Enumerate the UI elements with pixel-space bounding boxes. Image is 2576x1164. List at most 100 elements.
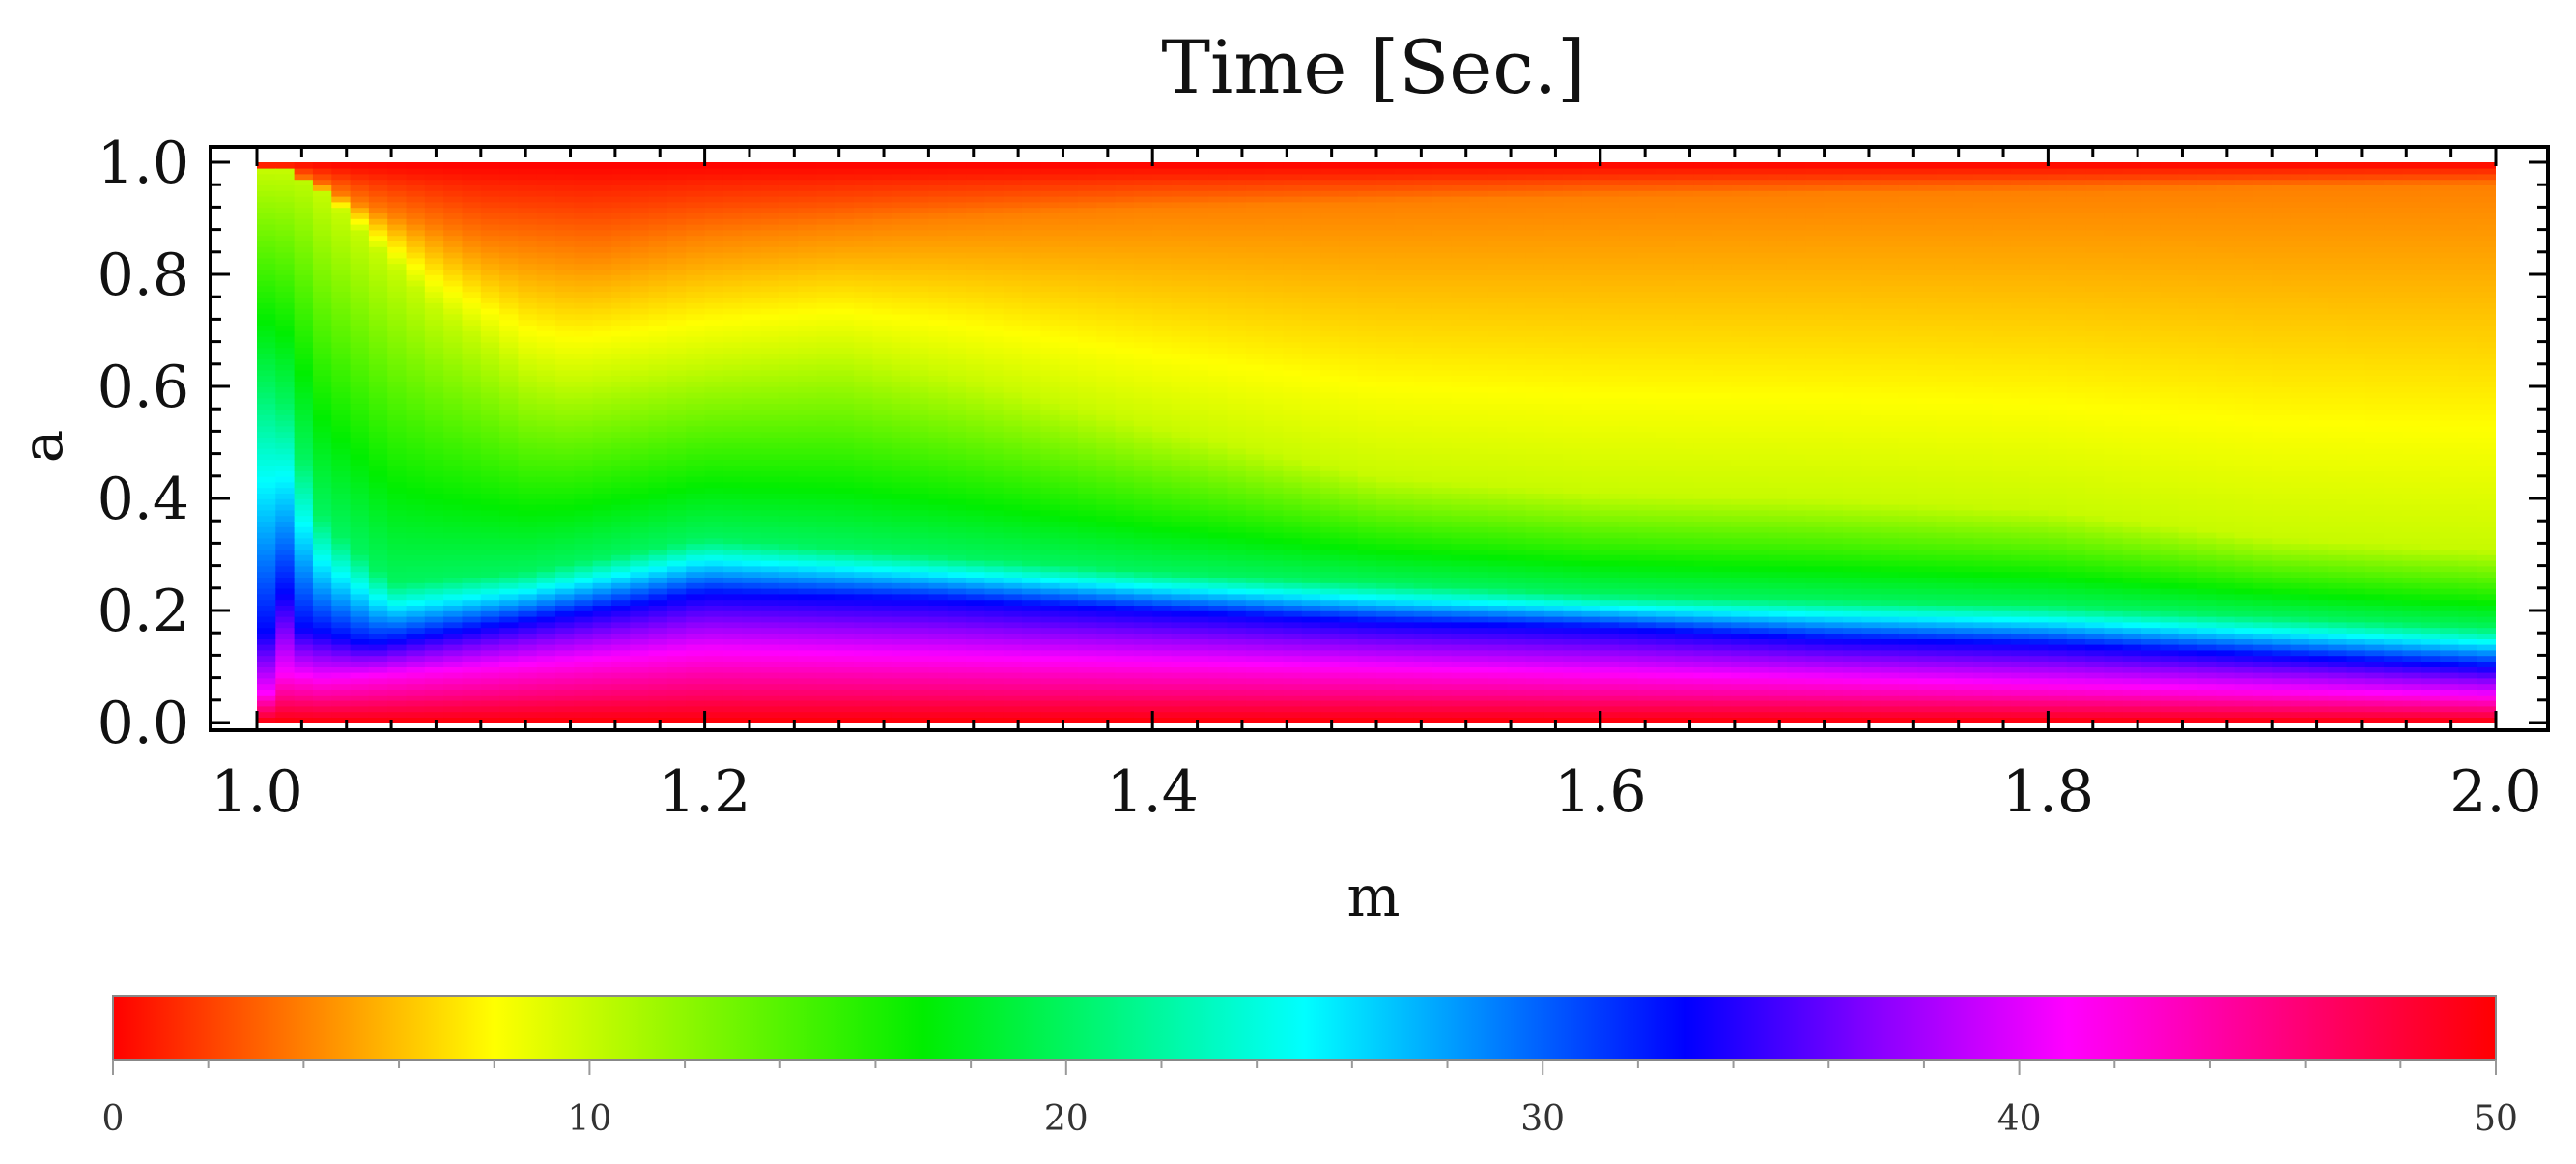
heatmap-cell [984, 503, 1005, 511]
heatmap-cell [648, 683, 668, 690]
heatmap-cell [1077, 251, 1098, 259]
heatmap-cell [910, 515, 930, 522]
heatmap-cell [462, 487, 482, 494]
heatmap-cell [947, 526, 967, 533]
heatmap-cell [312, 565, 333, 573]
heatmap-cell [462, 655, 482, 662]
heatmap-cell [536, 610, 556, 617]
heatmap-cell [462, 302, 482, 309]
heatmap-cell [760, 263, 780, 270]
heatmap-cell [1021, 325, 1042, 331]
heatmap-cell [910, 509, 930, 517]
heatmap-cell [1077, 297, 1098, 303]
heatmap-cell [928, 554, 948, 561]
heatmap-cell [1040, 683, 1061, 690]
heatmap-cell [798, 683, 818, 690]
heatmap-cell [1133, 531, 1153, 539]
heatmap-cell [872, 610, 892, 617]
heatmap-cell [443, 683, 464, 690]
heatmap-cell [984, 185, 1005, 191]
heatmap-cell [424, 615, 444, 623]
heatmap-cell [1115, 705, 1135, 713]
heatmap-cell [1040, 531, 1061, 539]
heatmap-cell [816, 363, 836, 371]
heatmap-cell [1133, 419, 1153, 427]
heatmap-cell [630, 615, 650, 623]
heatmap-cell [872, 414, 892, 421]
heatmap-cell [611, 465, 632, 471]
heatmap-cell [891, 173, 911, 181]
heatmap-cell [742, 223, 762, 231]
heatmap-cell [1059, 447, 1079, 455]
heatmap-cell [778, 671, 799, 679]
heatmap-cell [686, 465, 706, 471]
heatmap-cell [480, 425, 500, 433]
heatmap-cell [966, 661, 986, 667]
heatmap-cell [350, 341, 370, 349]
heatmap-cell [350, 207, 370, 213]
heatmap-cell [666, 403, 688, 410]
heatmap-cell [928, 391, 948, 399]
heatmap-cell [835, 689, 855, 696]
heatmap-cell [331, 711, 352, 718]
heatmap-cell [443, 643, 464, 651]
heatmap-cell [387, 689, 408, 696]
heatmap-cell [462, 397, 482, 405]
heatmap-cell [891, 649, 911, 657]
heatmap-cell [648, 431, 668, 438]
heatmap-cell [574, 369, 594, 377]
heatmap-cell [1096, 447, 1117, 455]
heatmap-cell [891, 711, 911, 718]
heatmap-cell [742, 711, 762, 718]
heatmap-cell [872, 190, 892, 197]
heatmap-cell [891, 661, 911, 667]
heatmap-cell [686, 325, 706, 331]
heatmap-cell [1152, 190, 1173, 197]
heatmap-cell [872, 559, 892, 567]
heatmap-cell [798, 241, 818, 247]
heatmap-cell [424, 241, 444, 247]
heatmap-cell [686, 291, 706, 298]
heatmap-cell [1003, 633, 1023, 639]
heatmap-cell [984, 549, 1005, 555]
heatmap-cell [1171, 487, 1191, 494]
heatmap-cell [722, 386, 744, 393]
heatmap-cell [704, 571, 724, 578]
heatmap-cell [704, 643, 724, 651]
heatmap-cell [891, 515, 911, 522]
heatmap-cell [536, 503, 556, 511]
heatmap-cell [984, 587, 1005, 595]
heatmap-cell [275, 414, 296, 421]
heatmap-cell [798, 257, 818, 265]
heatmap-cell [368, 279, 389, 287]
heatmap-cell [294, 453, 314, 461]
heatmap-cell [686, 201, 706, 209]
heatmap-cell [1133, 313, 1153, 321]
heatmap-cell [835, 195, 855, 203]
heatmap-cell [686, 162, 706, 169]
heatmap-cell [368, 397, 389, 405]
heatmap-cell [630, 627, 650, 634]
heatmap-cell [686, 509, 706, 517]
heatmap-cell [1096, 409, 1117, 415]
heatmap-cell [1152, 201, 1173, 209]
heatmap-cell [1021, 599, 1042, 606]
heatmap-cell [1003, 447, 1023, 455]
heatmap-cell [257, 173, 277, 181]
heatmap-cell [574, 610, 594, 617]
heatmap-cell [294, 302, 314, 309]
heatmap-cell [1152, 671, 1173, 679]
heatmap-cell [387, 246, 408, 253]
heatmap-cell [1171, 705, 1191, 713]
heatmap-cell [518, 453, 538, 461]
heatmap-cell [798, 667, 818, 673]
heatmap-cell [666, 655, 688, 662]
heatmap-cell [648, 229, 668, 237]
heatmap-cell [462, 391, 482, 399]
heatmap-cell [555, 655, 576, 662]
heatmap-cell [722, 549, 744, 555]
heatmap-cell [798, 442, 818, 449]
heatmap-cell [499, 363, 520, 371]
heatmap-cell [742, 363, 762, 371]
heatmap-cell [1003, 381, 1023, 387]
